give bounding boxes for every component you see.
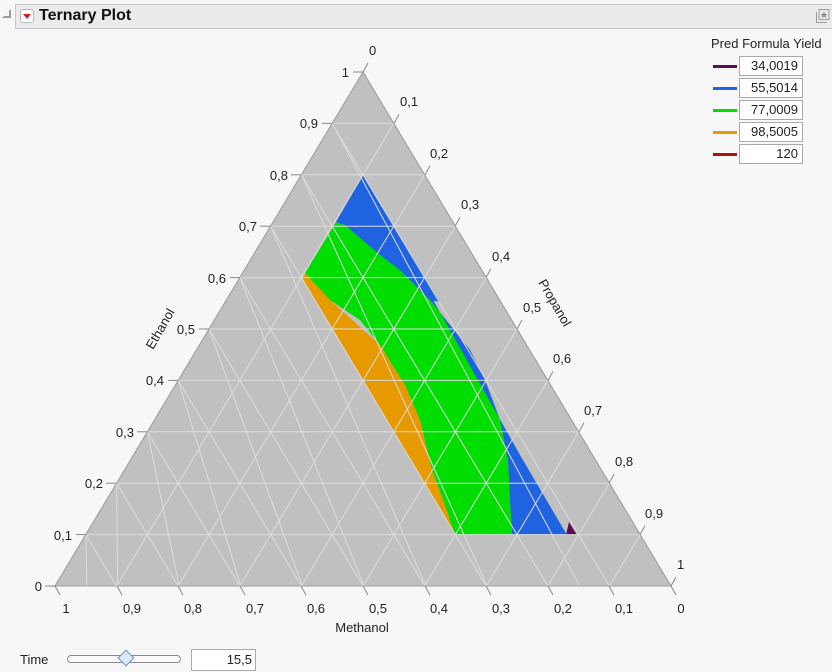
propanol-axis-ticks	[362, 62, 677, 587]
svg-text:0,5: 0,5	[177, 322, 195, 337]
legend-item: 98,5005	[711, 121, 832, 143]
report-title: Ternary Plot	[39, 7, 132, 24]
svg-text:0,3: 0,3	[492, 601, 510, 616]
svg-text:0,1: 0,1	[54, 528, 72, 543]
red-triangle-menu-icon[interactable]	[20, 9, 34, 23]
legend-value-input[interactable]: 77,0009	[739, 100, 803, 120]
methanol-axis-ticks	[54, 585, 677, 596]
svg-text:0,6: 0,6	[553, 351, 571, 366]
svg-text:0,4: 0,4	[430, 601, 448, 616]
svg-text:0,2: 0,2	[430, 146, 448, 161]
contour-55-region-top	[336, 175, 440, 302]
ethanol-axis-ticks	[45, 71, 363, 587]
methanol-axis-title: Methanol	[335, 620, 389, 635]
ethanol-tick-labels: 0 0,1 0,2 0,3 0,4 0,5 0,6 0,7 0,8 0,9 1	[35, 65, 349, 594]
svg-text:0,8: 0,8	[615, 454, 633, 469]
svg-text:1: 1	[62, 601, 69, 616]
time-value-input[interactable]: 15,5	[191, 649, 256, 671]
legend-swatch-34	[713, 65, 737, 68]
propanol-axis-title: Propanol	[535, 276, 574, 329]
svg-text:0,8: 0,8	[270, 168, 288, 183]
legend-value-input[interactable]: 98,5005	[739, 122, 803, 142]
methanol-tick-labels: 1 0,9 0,8 0,7 0,6 0,5 0,4 0,3 0,2 0,1 0	[62, 601, 684, 616]
svg-text:0,1: 0,1	[400, 94, 418, 109]
propanol-tick-labels: 0 0,1 0,2 0,3 0,4 0,5 0,6 0,7 0,8 0,9 1	[369, 43, 684, 572]
svg-text:0: 0	[677, 601, 684, 616]
svg-text:0,1: 0,1	[615, 601, 633, 616]
svg-text:1: 1	[677, 557, 684, 572]
legend: Pred Formula Yield 34,0019 55,5014 77,00…	[711, 36, 832, 165]
svg-text:0,9: 0,9	[300, 116, 318, 131]
legend-swatch-120	[713, 153, 737, 156]
report-outline-header: Ternary Plot	[15, 4, 832, 29]
svg-text:0,7: 0,7	[584, 403, 602, 418]
contour-34-region	[566, 522, 577, 535]
legend-swatch-55	[713, 87, 737, 90]
legend-title: Pred Formula Yield	[711, 36, 822, 51]
contour-77-region	[305, 222, 512, 535]
svg-text:0,7: 0,7	[239, 219, 257, 234]
svg-text:0,3: 0,3	[116, 425, 134, 440]
svg-text:0,8: 0,8	[184, 601, 202, 616]
svg-text:0,5: 0,5	[523, 300, 541, 315]
svg-text:0,2: 0,2	[85, 476, 103, 491]
svg-text:0,4: 0,4	[146, 373, 164, 388]
svg-text:0: 0	[369, 43, 376, 58]
time-label: Time	[20, 652, 49, 667]
svg-text:0,7: 0,7	[246, 601, 264, 616]
svg-text:0: 0	[35, 579, 42, 594]
legend-value-input[interactable]: 120	[739, 144, 803, 164]
pin-window-icon[interactable]	[816, 9, 830, 23]
svg-text:0,6: 0,6	[307, 601, 325, 616]
legend-swatch-98	[713, 131, 737, 134]
ethanol-axis-title: Ethanol	[143, 306, 178, 352]
legend-value-input[interactable]: 34,0019	[739, 56, 803, 76]
legend-item: 120	[711, 143, 832, 165]
legend-item: 77,0009	[711, 99, 832, 121]
contour-98-region	[302, 270, 455, 535]
legend-swatch-77	[713, 109, 737, 112]
svg-text:0,6: 0,6	[208, 271, 226, 286]
legend-item: 34,0019	[711, 55, 832, 77]
svg-text:0,4: 0,4	[492, 249, 510, 264]
legend-value-input[interactable]: 55,5014	[739, 78, 803, 98]
svg-text:0,9: 0,9	[645, 506, 663, 521]
svg-text:0,5: 0,5	[369, 601, 387, 616]
svg-text:0,3: 0,3	[461, 197, 479, 212]
legend-item: 55,5014	[711, 77, 832, 99]
svg-text:0,9: 0,9	[123, 601, 141, 616]
svg-text:0,2: 0,2	[554, 601, 572, 616]
svg-text:1: 1	[342, 65, 349, 80]
collapse-disclosure-icon[interactable]	[2, 9, 11, 18]
